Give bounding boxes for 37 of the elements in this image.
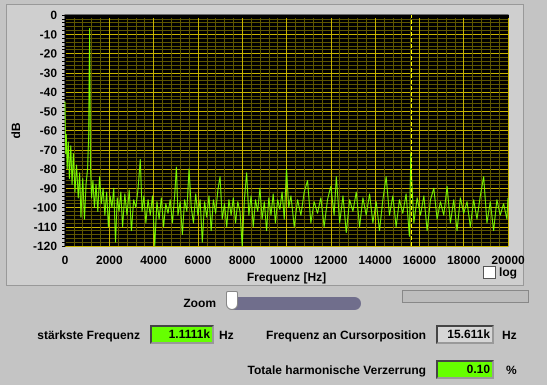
text: 1.1111k	[168, 326, 210, 342]
text: stärkste Frequenz	[37, 327, 140, 343]
x-tick-label: 18000	[447, 253, 481, 267]
x-tick-label: 2000	[96, 253, 123, 267]
y-tick-label: -20	[40, 46, 58, 60]
x-tick-label: 4000	[140, 253, 168, 267]
x-tick-label: 8000	[228, 253, 256, 267]
text: Hz	[502, 327, 517, 343]
y-tick-label: -50	[40, 104, 58, 118]
x-tick-label: 6000	[184, 253, 212, 267]
text: Hz	[219, 327, 234, 343]
y-tick-label: -60	[40, 124, 58, 138]
text: 15.611k	[447, 326, 490, 342]
y-tick-label: 0	[50, 8, 58, 22]
y-tick-label: -30	[40, 66, 58, 80]
x-tick-label: 0	[62, 253, 69, 267]
text: Totale harmonische Verzerrung	[248, 362, 426, 378]
text: Frequenz an Cursorposition	[266, 327, 426, 343]
text: %	[506, 362, 517, 378]
text: Zoom	[183, 295, 216, 311]
y-tick-label: -120	[32, 239, 58, 253]
x-tick-label: 12000	[314, 253, 348, 267]
text: log	[499, 264, 517, 280]
y-tick-label: -110	[34, 220, 58, 234]
x-tick-label: 20000	[491, 253, 526, 267]
x-axis-title: Frequenz [Hz]	[246, 270, 326, 284]
y-tick-label: -40	[40, 85, 58, 99]
x-tick-label: 10000	[270, 253, 304, 267]
y-tick-label: -10	[40, 27, 58, 42]
y-tick-label: -80	[40, 162, 58, 176]
y-tick-label: -70	[40, 142, 58, 157]
x-tick-label: 16000	[402, 253, 436, 267]
y-tick-label: -90	[40, 181, 58, 196]
y-tick-label: -100	[32, 200, 58, 214]
text: 0.10	[466, 361, 490, 377]
y-axis-title: dB	[9, 122, 24, 138]
x-tick-label: 14000	[358, 253, 392, 267]
